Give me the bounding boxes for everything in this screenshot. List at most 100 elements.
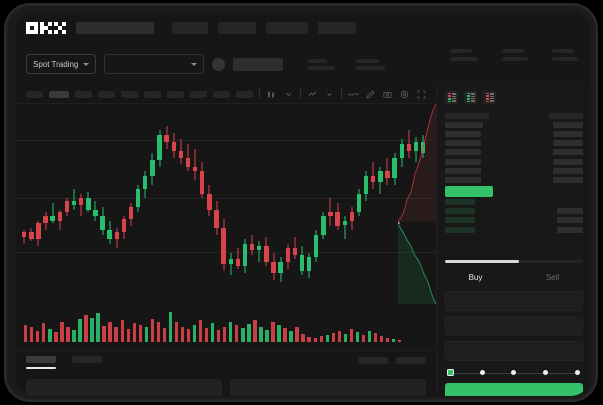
volume-bar (289, 331, 293, 342)
depth-asks-line (397, 104, 436, 223)
order-price-field[interactable] (445, 291, 583, 311)
tab-buy[interactable]: Buy (468, 272, 483, 282)
candlestick (135, 104, 141, 304)
interval-button-5[interactable] (121, 90, 138, 98)
candlestick (399, 104, 404, 304)
chevron-down-icon[interactable] (324, 89, 335, 100)
tab-order-history-label (72, 356, 102, 363)
volume-bar (283, 328, 287, 342)
nav-item-1[interactable] (172, 22, 208, 34)
fullscreen-icon[interactable] (416, 89, 427, 100)
bottom-action-2[interactable] (396, 357, 426, 364)
candlestick-body (29, 232, 34, 240)
percent-slider-stop-75[interactable] (543, 370, 548, 375)
depth-bids-area (398, 224, 436, 304)
orderbook-bid-row[interactable] (445, 198, 583, 207)
candlestick-body (164, 134, 169, 142)
candles-icon[interactable] (266, 89, 277, 100)
interval-button-4[interactable] (98, 90, 115, 98)
orderbook-scrollbar[interactable] (445, 260, 583, 263)
orderbook-ask-row[interactable] (445, 175, 583, 184)
percent-slider-stop-50[interactable] (511, 370, 516, 375)
tab-open-orders[interactable] (26, 356, 56, 369)
percent-slider[interactable] (447, 368, 583, 378)
order-total-field[interactable] (445, 341, 583, 361)
orderbook-ask-row[interactable] (445, 129, 583, 138)
nav-search-field[interactable] (76, 22, 154, 34)
candlestick-wick (372, 162, 374, 190)
interval-button-7[interactable] (167, 90, 184, 98)
interval-button-10[interactable] (236, 90, 253, 98)
orderbook-bid-row[interactable] (445, 207, 583, 216)
volume-bar (66, 327, 70, 342)
interval-button-8[interactable] (190, 90, 207, 98)
bottom-panel-right[interactable] (230, 379, 426, 396)
volume-bar (313, 338, 317, 342)
volume-bar (325, 335, 329, 342)
interval-button-3[interactable] (75, 90, 92, 98)
volume-bar (277, 325, 281, 342)
chevron-down-icon[interactable] (283, 89, 294, 100)
tab-order-history[interactable] (72, 356, 102, 363)
orderbook-ask-row[interactable] (445, 148, 583, 157)
interval-button-1[interactable] (26, 90, 43, 98)
pair-select[interactable] (104, 54, 205, 74)
bottom-panel-left[interactable] (26, 379, 222, 396)
volume-bar (343, 334, 348, 342)
tab-sell[interactable]: Sell (545, 272, 560, 282)
orderbook-scrollbar-thumb[interactable] (445, 260, 519, 263)
indicators-icon[interactable] (307, 89, 318, 100)
orderbook-row-qty (445, 121, 483, 128)
interval-button-6[interactable] (144, 90, 161, 98)
orderbook-ask-row[interactable] (445, 166, 583, 175)
orderbook-ask-row[interactable] (445, 120, 583, 129)
bottom-action-1[interactable] (358, 357, 388, 364)
orders-panel (16, 350, 436, 396)
orderbook-ask-row[interactable] (445, 139, 583, 148)
volume-bar (379, 336, 384, 342)
orderbook-mode-asks[interactable] (483, 91, 496, 104)
volume-histogram (16, 300, 436, 342)
volume-bar (349, 329, 354, 342)
okx-logo-block-o (26, 22, 38, 34)
orderbook-mode-bids-lines (470, 93, 475, 102)
volume-bar (319, 336, 323, 342)
volume-bar (241, 328, 245, 342)
nav-item-4[interactable] (318, 22, 356, 34)
orderbook-mode-both[interactable] (445, 91, 458, 104)
volume-bar (138, 325, 142, 342)
candlestick-body (207, 193, 212, 210)
percent-slider-stop-25[interactable] (480, 370, 485, 375)
interval-button-2-active[interactable] (49, 90, 69, 98)
candlestick (356, 104, 362, 304)
percent-slider-stop-100[interactable] (575, 370, 580, 375)
order-amount-field[interactable] (445, 316, 583, 336)
camera-icon[interactable] (382, 89, 393, 100)
settings-gear-icon[interactable] (399, 89, 410, 100)
candlestick (50, 104, 55, 304)
orderbook-ask-row[interactable] (445, 157, 583, 166)
orderbook[interactable] (437, 111, 590, 257)
orderbook-mode-both-bars (447, 92, 451, 103)
market-stat-1-value (307, 65, 336, 70)
orderbook-bid-row[interactable] (445, 225, 583, 234)
place-order-button[interactable] (445, 383, 583, 396)
toolbar-divider (341, 89, 342, 99)
line-chart-icon[interactable] (348, 89, 359, 100)
orderbook-row-price (553, 167, 583, 174)
percent-slider-handle[interactable] (447, 369, 454, 376)
nav-item-3[interactable] (266, 22, 308, 34)
interval-button-9[interactable] (213, 90, 230, 98)
price-chart[interactable] (16, 104, 436, 350)
candlestick (157, 104, 162, 304)
chart-gridline (16, 140, 436, 141)
pencil-icon[interactable] (365, 89, 376, 100)
orderbook-bid-row[interactable] (445, 216, 583, 225)
okx-logo-icon[interactable]: OKX (26, 22, 66, 34)
candlestick (57, 104, 63, 304)
nav-item-2[interactable] (218, 22, 256, 34)
orderbook-mode-bids[interactable] (464, 91, 477, 104)
toolbar-divider (259, 89, 260, 99)
candlestick (342, 104, 347, 304)
trading-mode-select[interactable]: Spot Trading (26, 54, 97, 74)
